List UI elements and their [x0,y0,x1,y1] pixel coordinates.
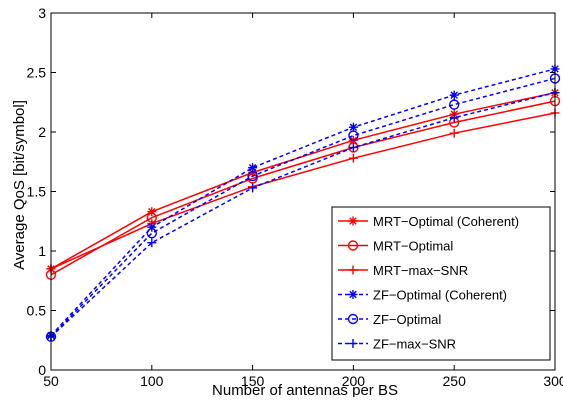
legend-entry: MRT−Optimal (Coherent) [338,214,519,229]
series-line [50,91,556,338]
legend-label: MRT−Optimal [373,239,453,254]
x-tick-label: 50 [43,373,59,389]
legend-marker [348,339,358,348]
marker-circle-shape [449,99,460,110]
data-point [248,163,258,173]
y-tick-label: 0.5 [27,303,47,319]
marker-star-d2 [450,91,458,99]
marker-star-d2 [349,290,357,299]
data-point [248,183,258,193]
y-tick-label: 1 [38,243,46,259]
marker-star-d2 [248,163,257,172]
legend-entry: ZF−max−SNR [338,337,456,352]
legend-box [331,206,551,361]
data-point [348,142,358,152]
legend-entry: MRT−max−SNR [338,263,468,278]
legend-marker [347,240,359,251]
legend-marker [347,313,359,325]
x-tick-label: 300 [543,373,563,389]
y-tick-label: 2 [38,124,46,140]
legend-marker [348,265,358,275]
data-point [348,122,358,132]
y-tick-label: 1.5 [27,184,47,200]
legend-label: ZF−max−SNR [373,337,456,352]
x-tick-label: 150 [241,373,265,389]
data-point [449,99,460,110]
legend-marker [348,216,358,226]
legend-entry: ZF−Optimal [338,312,441,327]
y-tick-label: 3 [38,5,46,21]
x-axis-label: Number of antennas per BS [212,382,398,397]
data-point [449,90,459,100]
legend-entry: MRT−Optimal [338,239,453,254]
series-line [50,77,556,338]
marker-circle-shape [348,130,359,141]
data-point [146,227,158,239]
legend: MRT−Optimal (Coherent) MRT−Optimal MRT−max… [331,206,551,361]
legend-label: MRT−max−SNR [373,263,468,278]
legend-label: ZF−Optimal [373,312,441,327]
axes-layer: 50 100 150 200 250 300 0 0.5 1 1.5 2 2.5 3 [27,5,563,389]
y-tick-label: 2.5 [27,65,47,81]
series-line [50,100,556,276]
data-point [147,238,157,248]
data-point [449,113,459,123]
legend-label: ZF−Optimal (Coherent) [373,288,507,303]
y-axis-label: Average QoS [bit/symbol] [11,100,28,270]
legend-marker [348,290,358,299]
legend-entry: ZF−Optimal (Coherent) [338,288,507,303]
marker-circle-shape [146,227,158,239]
x-tick-label: 200 [342,373,366,389]
data-point [247,170,258,182]
marker-star-d2 [349,123,358,131]
y-tick-label: 0 [38,362,46,378]
x-tick-label: 250 [443,373,467,389]
marker-circle-shape [247,170,258,182]
data-point [348,130,359,141]
legend-label: MRT−Optimal (Coherent) [373,214,519,229]
series-line [50,112,556,270]
marker-star-d2 [349,217,357,225]
data-point [348,153,358,163]
marker-circle-shape [347,313,359,325]
data-point [449,128,459,138]
marker-circle-shape [347,240,359,251]
x-tick-label: 100 [140,373,164,389]
series-line [50,91,556,270]
